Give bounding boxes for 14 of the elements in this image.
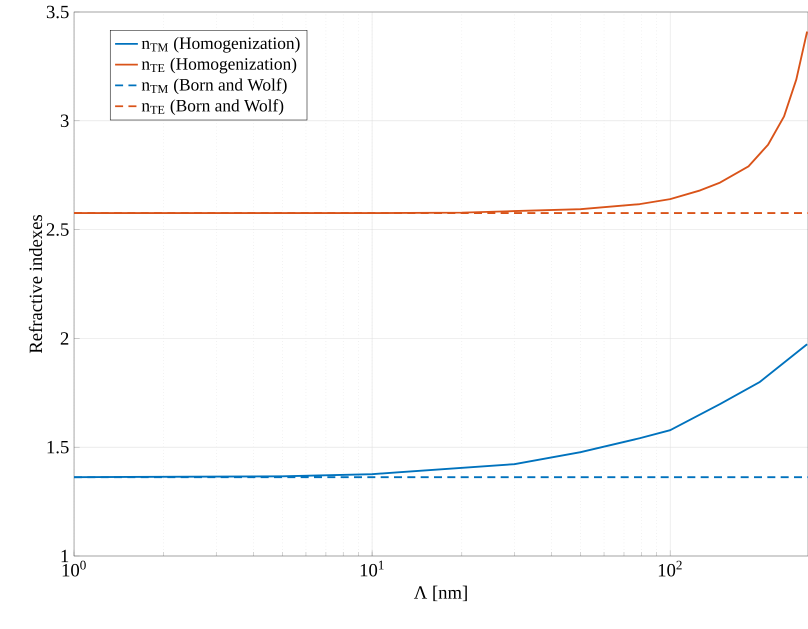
y-axis-title: Refractive indexes xyxy=(28,214,42,354)
legend-label: n$_{TE}$ (Homogenization) xyxy=(142,58,296,74)
x-tick-label: 10$^{2}$ xyxy=(658,560,682,577)
y-tick-label: 2.5 xyxy=(46,223,69,236)
y-tick-label: 1.5 xyxy=(48,440,69,454)
x-tick-label: 10$^{1}$ xyxy=(360,560,384,576)
y-tick-label: 3.5 xyxy=(46,6,69,18)
y-tick-label: 3 xyxy=(60,114,69,128)
legend-label: n$_{TM}$ (Born and Wolf) xyxy=(142,78,287,94)
y-tick-label: 2 xyxy=(60,332,68,345)
legend-label: n$_{TM}$ (Homogenization) xyxy=(142,36,300,53)
legend-label: n$_{TE}$ (Born and Wolf) xyxy=(142,99,284,116)
x-axis-title: Λ [nm] xyxy=(414,586,467,602)
y-tick-label: 1 xyxy=(62,550,68,562)
